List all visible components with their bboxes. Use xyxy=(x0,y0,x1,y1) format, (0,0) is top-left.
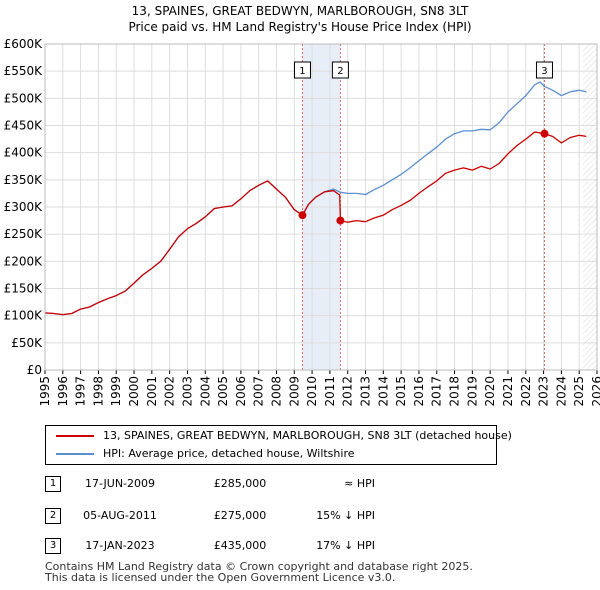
x-tick-label: 2003 xyxy=(180,376,194,407)
transaction-hpi-diff: ≈ HPI xyxy=(344,477,375,490)
footer-copyright: Contains HM Land Registry data © Crown c… xyxy=(45,560,473,573)
x-tick-label: 2007 xyxy=(252,376,266,407)
marker-label: 2 xyxy=(337,66,343,77)
transaction-hpi-diff: 17% ↓ HPI xyxy=(316,539,375,552)
x-tick-label: 2008 xyxy=(269,376,283,407)
marker-box xyxy=(535,61,553,79)
legend-label-property: 13, SPAINES, GREAT BEDWYN, MARLBOROUGH, … xyxy=(103,429,512,442)
y-tick-label: £350K xyxy=(4,173,44,187)
x-tick-label: 2016 xyxy=(412,376,426,407)
x-tick-label: 2017 xyxy=(430,376,444,407)
x-tick-label: 2006 xyxy=(234,376,248,407)
x-tick-label: 2001 xyxy=(145,376,159,407)
x-tick-label: 1997 xyxy=(74,376,88,407)
price-chart: 1 2 3 £0 £50K £100K £150K £200K £250K £300K £350K… xyxy=(4,37,600,407)
footer-license: This data is licensed under the Open Gov… xyxy=(45,571,396,584)
series-line-property xyxy=(44,131,587,316)
x-tick-label: 2015 xyxy=(394,376,408,407)
marker-label: 1 xyxy=(299,66,305,77)
y-tick-label: £0 xyxy=(27,363,42,377)
sale-point xyxy=(298,211,307,220)
x-tick-label: 2025 xyxy=(572,376,586,407)
marker-label: 3 xyxy=(541,66,547,77)
x-tick-label: 1998 xyxy=(91,376,105,407)
y-tick-label: £550K xyxy=(4,64,44,78)
x-tick-label: 2010 xyxy=(305,376,319,407)
transaction-date: 17-JUN-2009 xyxy=(84,477,156,490)
y-tick-label: £150K xyxy=(4,282,44,296)
x-tick-label: 2014 xyxy=(376,376,390,407)
y-tick-label: £600K xyxy=(4,37,44,51)
x-tick-label: 1995 xyxy=(38,376,52,407)
x-tick-label: 2004 xyxy=(198,376,212,407)
x-tick-label: 2023 xyxy=(537,376,551,407)
x-tick-label: 2021 xyxy=(501,376,515,407)
transaction-row: 1 17-JUN-2009 £285,000 ≈ HPI xyxy=(0,476,600,496)
y-tick-label: £200K xyxy=(4,254,44,268)
transaction-number: 2 xyxy=(45,508,61,524)
sale-point xyxy=(540,129,549,138)
transaction-row: 3 17-JAN-2023 £435,000 17% ↓ HPI xyxy=(0,538,600,558)
transaction-number: 3 xyxy=(45,538,61,554)
x-tick-label: 2011 xyxy=(323,376,337,407)
x-tick-label: 2005 xyxy=(216,376,230,407)
x-tick-label: 1999 xyxy=(109,376,123,407)
y-tick-label: £400K xyxy=(4,146,44,160)
x-tick-label: 2020 xyxy=(483,376,497,407)
y-tick-label: £500K xyxy=(4,91,44,105)
transaction-price: £285,000 xyxy=(213,477,267,490)
x-tick-label: 2002 xyxy=(163,376,177,407)
legend: 13, SPAINES, GREAT BEDWYN, MARLBOROUGH, … xyxy=(45,425,512,465)
transaction-date: 17-JAN-2023 xyxy=(85,539,155,552)
sale-point xyxy=(336,216,345,225)
x-tick-label: 2000 xyxy=(127,376,141,407)
y-tick-label: £100K xyxy=(4,309,44,323)
x-tick-label: 2018 xyxy=(448,376,462,407)
y-tick-label: £250K xyxy=(4,227,44,241)
marker-box xyxy=(331,61,349,79)
plot-frame xyxy=(44,43,598,371)
transaction-price: £275,000 xyxy=(213,509,267,522)
y-tick-label: £300K xyxy=(4,200,44,214)
legend-swatch-property xyxy=(56,435,94,437)
legend-swatch-hpi xyxy=(56,453,94,455)
marker-box xyxy=(293,61,311,79)
x-tick-label: 2009 xyxy=(287,376,301,407)
transaction-row: 2 05-AUG-2011 £275,000 15% ↓ HPI xyxy=(0,508,600,528)
y-tick-label: £50K xyxy=(11,336,43,350)
x-tick-label: 2024 xyxy=(554,376,568,407)
chart-title: 13, SPAINES, GREAT BEDWYN, MARLBOROUGH, … xyxy=(131,4,469,18)
transaction-date: 05-AUG-2011 xyxy=(83,509,157,522)
x-tick-label: 2026 xyxy=(590,376,600,407)
transaction-number: 1 xyxy=(45,476,61,492)
x-tick-label: 2022 xyxy=(519,376,533,407)
transaction-hpi-diff: 15% ↓ HPI xyxy=(316,509,375,522)
x-tick-label: 2019 xyxy=(465,376,479,407)
y-tick-label: £450K xyxy=(4,119,44,133)
x-tick-label: 2012 xyxy=(341,376,355,407)
transaction-price: £435,000 xyxy=(213,539,267,552)
x-tick-label: 1996 xyxy=(56,376,70,407)
legend-label-hpi: HPI: Average price, detached house, Wilt… xyxy=(103,447,355,460)
x-tick-label: 2013 xyxy=(359,376,373,407)
chart-subtitle: Price paid vs. HM Land Registry's House … xyxy=(128,20,472,34)
